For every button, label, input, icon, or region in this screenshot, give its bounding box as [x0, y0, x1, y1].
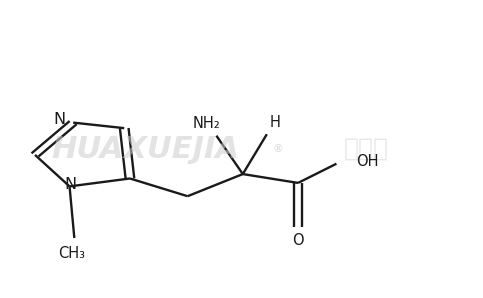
- Text: 科学加: 科学加: [344, 137, 389, 161]
- Text: CH₃: CH₃: [58, 246, 85, 261]
- Text: O: O: [292, 233, 304, 248]
- Text: ®: ®: [272, 144, 283, 154]
- Text: HUAXUEJIA: HUAXUEJIA: [52, 134, 240, 164]
- Text: H: H: [270, 116, 281, 131]
- Text: NH₂: NH₂: [193, 116, 221, 131]
- Text: N: N: [64, 176, 76, 192]
- Text: N: N: [54, 112, 66, 127]
- Text: OH: OH: [355, 154, 378, 169]
